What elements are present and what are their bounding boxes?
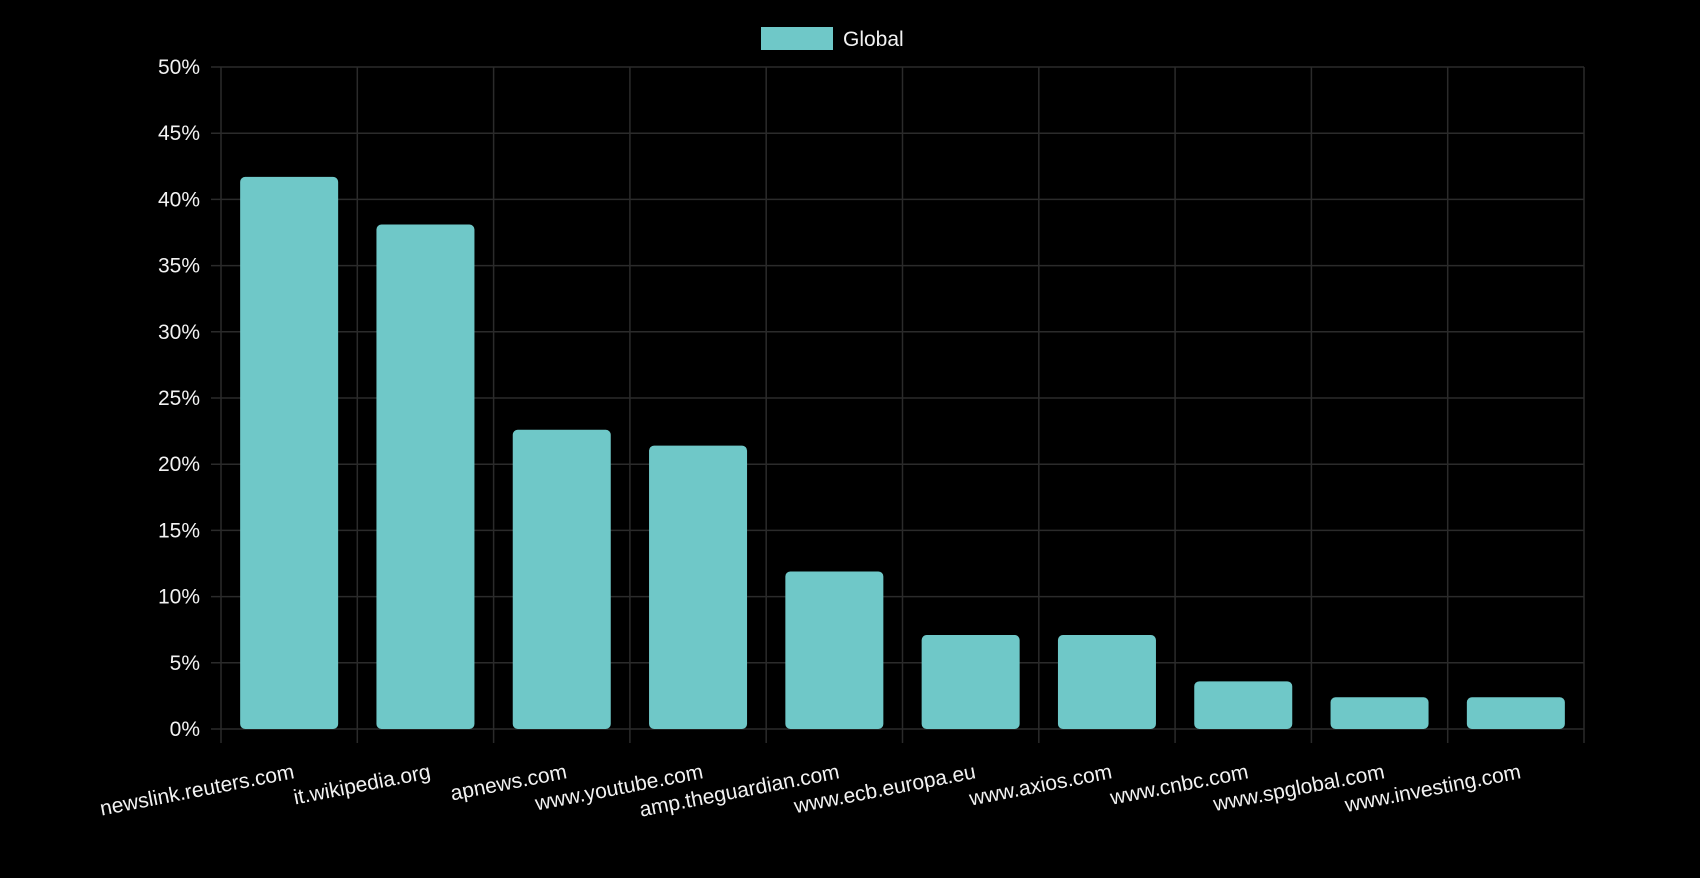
bar-newslink-reuters-com: [240, 176, 339, 730]
bar-www-spglobal-com: [1330, 697, 1429, 729]
bar-www-cnbc-com: [1194, 681, 1293, 729]
y-tick-label: 30%: [158, 321, 200, 344]
bar-www-investing-com: [1466, 697, 1565, 729]
y-tick-label: 5%: [170, 652, 200, 675]
bar-amp-theguardian-com: [785, 571, 884, 729]
x-tick-label: it.wikipedia.org: [292, 760, 433, 809]
bar-www-youtube-com: [649, 445, 748, 729]
legend-label-global[interactable]: Global: [843, 28, 904, 51]
y-axis: 0% 5% 10% 15% 20% 25% 30% 35% 40% 45% 50%: [158, 56, 200, 741]
y-tick-label: 35%: [158, 255, 200, 278]
bars: [240, 176, 1565, 730]
y-tick-label: 20%: [158, 453, 200, 476]
y-tick-label: 10%: [158, 586, 200, 609]
bar-apnews-com: [512, 429, 611, 729]
y-tick-label: 40%: [158, 188, 200, 211]
y-tick-label: 25%: [158, 387, 200, 410]
x-tick-label: www.axios.com: [966, 760, 1113, 810]
bar-it-wikipedia-org: [376, 224, 475, 729]
legend-swatch-global[interactable]: [761, 27, 833, 50]
bar-www-ecb-europa-eu: [921, 634, 1020, 729]
y-tick-label: 0%: [170, 718, 200, 741]
legend[interactable]: Global: [761, 27, 904, 51]
bar-www-axios-com: [1057, 634, 1156, 729]
x-tick-label: newslink.reuters.com: [98, 760, 296, 820]
y-tick-label: 50%: [158, 56, 200, 79]
y-tick-label: 15%: [158, 519, 200, 542]
y-tick-label: 45%: [158, 122, 200, 145]
